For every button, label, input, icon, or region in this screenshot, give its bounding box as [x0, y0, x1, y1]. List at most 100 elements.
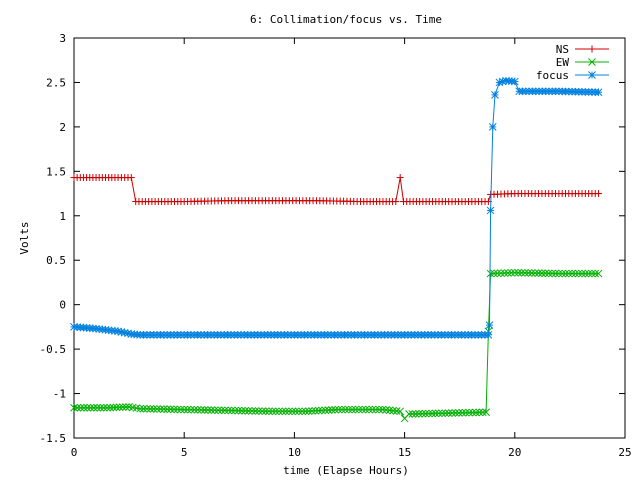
- data-point: [248, 407, 256, 415]
- data-point: [564, 269, 573, 278]
- data-point: [288, 407, 297, 416]
- data-point: [378, 405, 387, 414]
- data-point: [438, 409, 446, 418]
- x-tick-label: 5: [181, 446, 188, 459]
- data-point: [500, 269, 509, 277]
- data-point: [285, 407, 293, 416]
- data-point: [281, 407, 290, 416]
- data-point: [96, 403, 105, 412]
- data-point: [321, 406, 330, 415]
- data-point: [183, 405, 192, 414]
- data-point: [103, 403, 111, 412]
- data-point: [231, 406, 239, 415]
- data-point: [301, 407, 310, 416]
- data-point: [298, 407, 306, 416]
- data-point: [254, 407, 263, 415]
- data-point: [271, 407, 280, 416]
- data-point: [73, 403, 82, 412]
- data-point: [210, 406, 219, 415]
- data-point: [361, 405, 370, 414]
- data-point: [275, 407, 283, 416]
- data-point: [136, 404, 144, 413]
- data-point: [76, 403, 85, 412]
- data-point: [424, 409, 433, 418]
- data-point: [197, 406, 206, 414]
- legend-label: EW: [556, 56, 570, 69]
- data-point: [524, 269, 533, 277]
- data-point: [591, 269, 600, 278]
- data-point: [341, 405, 350, 414]
- data-point: [365, 405, 373, 414]
- legend-label: NS: [556, 43, 569, 56]
- data-point: [510, 77, 519, 86]
- data-point: [268, 407, 277, 416]
- data-point: [93, 403, 101, 412]
- data-point: [166, 405, 175, 414]
- data-point: [234, 406, 243, 415]
- data-point: [458, 408, 467, 417]
- data-point: [224, 406, 233, 415]
- data-point: [190, 405, 199, 414]
- data-point: [308, 407, 316, 415]
- data-point: [204, 406, 212, 414]
- y-tick-label: 0.5: [46, 254, 66, 267]
- data-point: [214, 406, 222, 415]
- data-point: [227, 406, 236, 415]
- y-tick-label: 0: [59, 299, 66, 312]
- data-point: [389, 406, 397, 415]
- data-point: [149, 405, 158, 413]
- data-point: [241, 406, 250, 415]
- data-point: [193, 405, 202, 414]
- data-point: [180, 405, 189, 414]
- data-point: [441, 409, 450, 418]
- data-point: [146, 405, 155, 413]
- plot-frame: [73, 37, 626, 439]
- x-tick-label: 10: [288, 446, 301, 459]
- data-point: [485, 321, 494, 329]
- data-point: [415, 409, 423, 418]
- data-point: [251, 407, 260, 415]
- data-point: [331, 405, 340, 414]
- data-point: [334, 405, 343, 414]
- data-point: [80, 403, 88, 412]
- data-point: [468, 408, 477, 417]
- data-point: [517, 268, 526, 277]
- data-point: [351, 405, 360, 414]
- y-tick-label: -1.5: [40, 432, 67, 445]
- data-point: [304, 407, 313, 416]
- data-point: [561, 269, 570, 278]
- data-point: [115, 403, 124, 412]
- data-point: [344, 405, 353, 414]
- data-point: [541, 269, 550, 278]
- data-point: [99, 403, 108, 412]
- data-point: [548, 269, 556, 278]
- data-point: [514, 268, 523, 277]
- data-point: [170, 405, 178, 414]
- data-point: [595, 190, 603, 198]
- data-point: [163, 405, 172, 414]
- data-point: [418, 409, 427, 418]
- data-point: [392, 198, 400, 206]
- data-point: [382, 406, 390, 414]
- y-tick-label: 2: [59, 121, 66, 134]
- data-point: [486, 206, 495, 215]
- data-point: [153, 405, 161, 413]
- data-point: [261, 407, 270, 416]
- data-point: [258, 407, 267, 415]
- data-point: [375, 405, 384, 414]
- data-point: [482, 408, 491, 417]
- y-tick-label: -1: [53, 388, 66, 401]
- data-point: [497, 269, 505, 278]
- data-point: [324, 406, 333, 414]
- data-point: [338, 405, 346, 414]
- data-point: [200, 406, 209, 414]
- data-point: [385, 406, 394, 415]
- data-point: [122, 403, 130, 411]
- data-point: [568, 269, 576, 278]
- data-point: [244, 407, 253, 415]
- data-point: [106, 403, 115, 412]
- data-point: [291, 407, 300, 416]
- data-point: [507, 268, 516, 277]
- data-point: [451, 409, 460, 417]
